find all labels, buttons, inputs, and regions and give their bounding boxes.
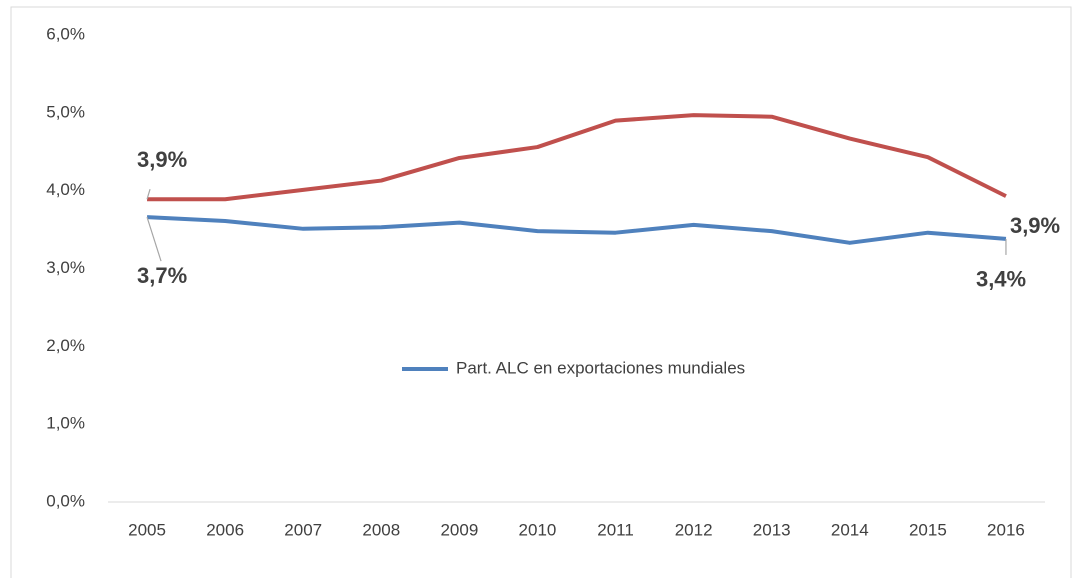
y-tick-label: 1,0%: [46, 414, 85, 433]
x-tick-label: 2009: [440, 520, 478, 539]
x-tick-label: 2012: [675, 520, 713, 539]
data-label: 3,9%: [137, 147, 187, 172]
data-label: 3,7%: [137, 263, 187, 288]
x-tick-label: 2015: [909, 520, 947, 539]
x-tick-label: 2013: [753, 520, 791, 539]
x-tick-label: 2011: [597, 520, 634, 539]
x-tick-label: 2007: [284, 520, 322, 539]
x-tick-label: 2006: [206, 520, 244, 539]
data-label: 3,9%: [1010, 213, 1060, 238]
x-tick-label: 2014: [831, 520, 869, 539]
leader-line: [146, 189, 151, 200]
x-tick-label: 2008: [362, 520, 400, 539]
y-tick-label: 6,0%: [46, 24, 85, 43]
chart-frame: [10, 6, 1072, 583]
x-tick-label: 2005: [128, 520, 166, 539]
data-label: 3,4%: [976, 267, 1026, 292]
y-tick-label: 4,0%: [46, 180, 85, 199]
leader-line: [146, 216, 162, 262]
x-tick-label: 2010: [519, 520, 557, 539]
y-tick-label: 0,0%: [46, 491, 85, 510]
y-tick-label: 3,0%: [46, 258, 85, 277]
y-tick-label: 2,0%: [46, 336, 85, 355]
line-series: [146, 215, 1007, 245]
x-tick-label: 2016: [987, 520, 1025, 539]
y-tick-label: 5,0%: [46, 102, 85, 121]
line-series: [147, 113, 1007, 202]
legend-label: Part. ALC en exportaciones mundiales: [456, 358, 745, 377]
